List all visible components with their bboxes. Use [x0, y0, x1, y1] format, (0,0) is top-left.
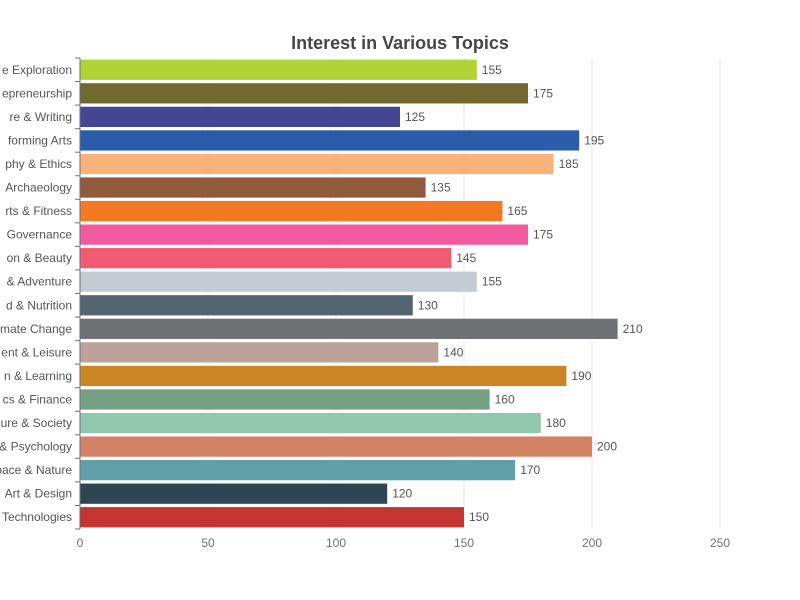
value-label: 200: [597, 440, 617, 454]
value-label: 145: [456, 251, 476, 265]
bar[interactable]: [80, 153, 554, 175]
value-label: 175: [533, 86, 553, 100]
value-label: 210: [623, 322, 643, 336]
x-tick-label: 150: [454, 536, 474, 550]
x-tick-label: 250: [710, 536, 730, 550]
axes: [75, 57, 81, 530]
value-label: 125: [405, 110, 425, 124]
category-label: & Adventure: [7, 275, 73, 289]
value-label: 155: [482, 275, 502, 289]
bar[interactable]: [80, 59, 477, 80]
category-label: Archaeology: [5, 181, 72, 195]
category-label: n & Learning: [4, 369, 72, 383]
category-label: d & Nutrition: [6, 298, 72, 312]
bar[interactable]: [80, 295, 413, 316]
x-tick-label: 0: [77, 536, 84, 550]
value-label: 140: [443, 345, 463, 359]
category-label: Governance: [7, 228, 73, 242]
bar[interactable]: [80, 389, 490, 410]
category-label: Technologies: [2, 510, 72, 524]
bar[interactable]: [80, 365, 567, 387]
value-label: 150: [469, 510, 489, 524]
bar[interactable]: [80, 318, 618, 339]
category-label: phy & Ethics: [5, 157, 72, 171]
x-tick-label: 50: [201, 536, 215, 550]
bar[interactable]: [80, 106, 400, 128]
category-label: mate Change: [0, 322, 72, 336]
category-label: cs & Finance: [3, 392, 73, 406]
category-label: e Exploration: [2, 63, 72, 77]
bar[interactable]: [80, 483, 388, 504]
bars: [80, 59, 618, 528]
category-label: on & Beauty: [7, 251, 72, 265]
value-label: 195: [584, 133, 604, 147]
bar[interactable]: [80, 412, 541, 434]
bar[interactable]: [80, 459, 516, 481]
bar[interactable]: [80, 271, 477, 292]
category-label: Art & Design: [5, 487, 72, 501]
bar[interactable]: [80, 436, 592, 457]
value-label: 120: [392, 487, 412, 501]
bar[interactable]: [80, 342, 439, 363]
bar[interactable]: [80, 507, 464, 528]
value-label: 155: [482, 63, 502, 77]
value-label: 185: [559, 157, 579, 171]
bar[interactable]: [80, 224, 528, 245]
value-label: 135: [431, 181, 451, 195]
category-label: forming Arts: [8, 133, 72, 147]
labels: 0 50 100 150 200 250 Technologies 150 Art & Desi…: [0, 63, 730, 550]
value-label: 165: [507, 204, 527, 218]
x-tick-label: 200: [582, 536, 602, 550]
category-label: re & Writing: [10, 110, 72, 124]
category-label: ure & Society: [1, 416, 72, 430]
value-label: 190: [571, 369, 591, 383]
grid-lines: [207, 58, 721, 529]
value-label: 175: [533, 228, 553, 242]
bar[interactable]: [80, 177, 426, 198]
bar[interactable]: [80, 200, 503, 222]
category-label: ent & Leisure: [1, 345, 72, 359]
category-label: & Psychology: [0, 440, 72, 454]
value-label: 180: [546, 416, 566, 430]
chart-title: Interest in Various Topics: [291, 33, 509, 53]
value-label: 170: [520, 463, 540, 477]
category-label: Space & Nature: [0, 463, 72, 477]
value-label: 160: [495, 392, 515, 406]
category-label: epreneurship: [2, 86, 72, 100]
x-tick-label: 100: [326, 536, 346, 550]
value-label: 130: [418, 298, 438, 312]
bar[interactable]: [80, 83, 528, 104]
category-label: rts & Fitness: [5, 204, 72, 218]
bar[interactable]: [80, 130, 580, 151]
bar[interactable]: [80, 248, 452, 269]
